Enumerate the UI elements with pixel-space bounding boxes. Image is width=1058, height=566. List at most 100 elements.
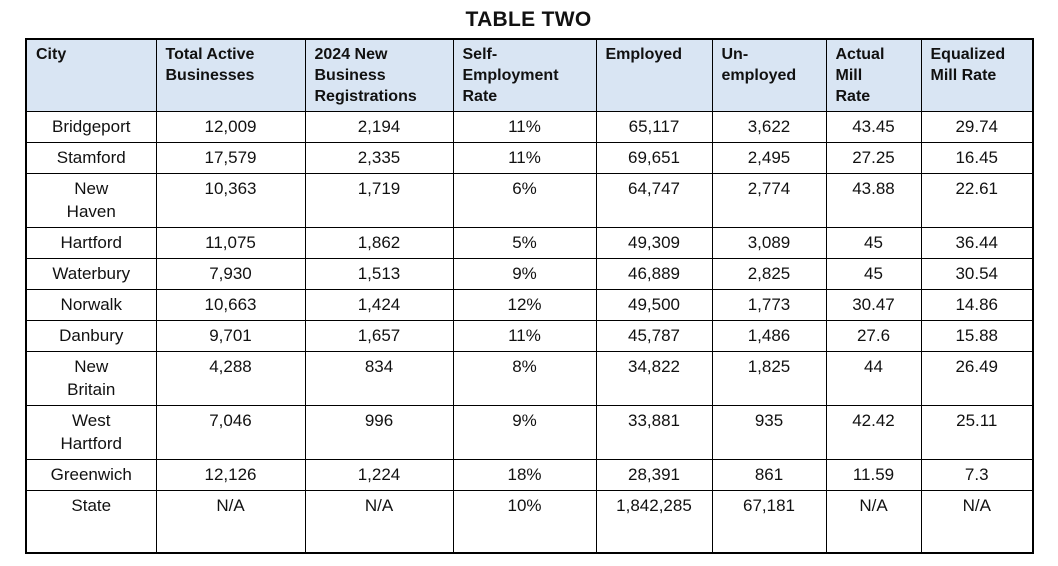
table-header: City Total Active Businesses 2024 New Busi… [25, 38, 1034, 112]
data-cell-un-employed: 2,495 [711, 142, 827, 174]
city-cell: Hartford [25, 227, 157, 259]
column-header-city: City [25, 38, 157, 112]
table-row-new-britain: New Britain 4,288 834 8% 34,822 1,825 44 26.49 [25, 351, 1034, 406]
city-cell: Waterbury [25, 258, 157, 290]
data-cell-total-active-businesses: 9,701 [155, 320, 306, 352]
data-cell-employed: 65,117 [595, 111, 713, 143]
data-cell-actual-mill-rate: 30.47 [825, 289, 922, 321]
column-header-self-employment-rate: Self- Employment Rate [452, 38, 597, 112]
data-cell-self-employment-rate: 11% [452, 142, 597, 174]
data-cell-equalized-mill-rate: 25.11 [920, 405, 1034, 460]
data-cell-employed: 46,889 [595, 258, 713, 290]
data-cell-un-employed: 935 [711, 405, 827, 460]
table-title: TABLE TWO [465, 8, 592, 31]
data-cell-2024-new-business-registrations: 2,335 [304, 142, 454, 174]
data-cell-employed: 28,391 [595, 459, 713, 491]
data-cell-un-employed: 2,825 [711, 258, 827, 290]
data-cell-actual-mill-rate: 42.42 [825, 405, 922, 460]
data-cell-2024-new-business-registrations: 1,224 [304, 459, 454, 491]
city-cell: Stamford [25, 142, 157, 174]
data-cell-actual-mill-rate: 44 [825, 351, 922, 406]
data-cell-equalized-mill-rate: 7.3 [920, 459, 1034, 491]
data-cell-un-employed: 1,825 [711, 351, 827, 406]
city-cell: New Haven [25, 173, 157, 228]
table-row-bridgeport: Bridgeport 12,009 2,194 11% 65,117 3,622 43.45… [25, 111, 1034, 143]
data-cell-self-employment-rate: 9% [452, 405, 597, 460]
data-cell-total-active-businesses: 7,930 [155, 258, 306, 290]
data-cell-total-active-businesses: 10,363 [155, 173, 306, 228]
data-cell-total-active-businesses: 12,126 [155, 459, 306, 491]
data-cell-actual-mill-rate: 45 [825, 227, 922, 259]
data-cell-self-employment-rate: 12% [452, 289, 597, 321]
city-cell: Norwalk [25, 289, 157, 321]
data-cell-un-employed: 861 [711, 459, 827, 491]
data-cell-2024-new-business-registrations: 1,719 [304, 173, 454, 228]
data-cell-un-employed: 1,486 [711, 320, 827, 352]
column-header-equalized-mill-rate: Equalized Mill Rate [920, 38, 1034, 112]
data-cell-employed: 49,500 [595, 289, 713, 321]
column-header-un-employed: Un- employed [711, 38, 827, 112]
data-cell-employed: 33,881 [595, 405, 713, 460]
data-cell-2024-new-business-registrations: N/A [304, 490, 454, 553]
data-cell-actual-mill-rate: 43.45 [825, 111, 922, 143]
data-cell-total-active-businesses: 17,579 [155, 142, 306, 174]
table-row-greenwich: Greenwich 12,126 1,224 18% 28,391 861 11.59 7.3 [25, 459, 1034, 491]
table-row-norwalk: Norwalk 10,663 1,424 12% 49,500 1,773 30.47 14.… [25, 289, 1034, 321]
data-cell-equalized-mill-rate: 29.74 [920, 111, 1034, 143]
data-cell-actual-mill-rate: 45 [825, 258, 922, 290]
data-cell-actual-mill-rate: 27.6 [825, 320, 922, 352]
column-header-total-active-businesses: Total Active Businesses [155, 38, 306, 112]
data-cell-equalized-mill-rate: 22.61 [920, 173, 1034, 228]
data-cell-2024-new-business-registrations: 1,657 [304, 320, 454, 352]
data-cell-total-active-businesses: 10,663 [155, 289, 306, 321]
data-cell-self-employment-rate: 5% [452, 227, 597, 259]
data-cell-actual-mill-rate: 27.25 [825, 142, 922, 174]
data-cell-employed: 49,309 [595, 227, 713, 259]
data-cell-total-active-businesses: 7,046 [155, 405, 306, 460]
city-cell: Bridgeport [25, 111, 157, 143]
data-cell-self-employment-rate: 11% [452, 320, 597, 352]
data-cell-employed: 34,822 [595, 351, 713, 406]
data-cell-employed: 1,842,285 [595, 490, 713, 553]
table-row-hartford: Hartford 11,075 1,862 5% 49,309 3,089 45 36.44 [25, 227, 1034, 259]
table-row-west-hartford: West Hartford 7,046 996 9% 33,881 935 42.42 25.… [25, 405, 1034, 460]
data-cell-2024-new-business-registrations: 1,513 [304, 258, 454, 290]
table-body: Bridgeport 12,009 2,194 11% 65,117 3,622 43.45… [25, 111, 1034, 553]
data-cell-self-employment-rate: 6% [452, 173, 597, 228]
data-cell-employed: 45,787 [595, 320, 713, 352]
data-cell-un-employed: 3,089 [711, 227, 827, 259]
data-cell-actual-mill-rate: 43.88 [825, 173, 922, 228]
data-cell-total-active-businesses: 4,288 [155, 351, 306, 406]
data-cell-un-employed: 67,181 [711, 490, 827, 553]
table-row-danbury: Danbury 9,701 1,657 11% 45,787 1,486 27.6 15.88 [25, 320, 1034, 352]
city-cell: State [25, 490, 157, 553]
data-table: City Total Active Businesses 2024 New Busi… [25, 38, 1034, 554]
data-cell-2024-new-business-registrations: 834 [304, 351, 454, 406]
data-cell-equalized-mill-rate: 30.54 [920, 258, 1034, 290]
data-cell-employed: 69,651 [595, 142, 713, 174]
city-cell: West Hartford [25, 405, 157, 460]
data-cell-total-active-businesses: 11,075 [155, 227, 306, 259]
data-cell-2024-new-business-registrations: 1,424 [304, 289, 454, 321]
column-header-2024-new-business-registrations: 2024 New Business Registrations [304, 38, 454, 112]
data-cell-actual-mill-rate: 11.59 [825, 459, 922, 491]
city-cell: Danbury [25, 320, 157, 352]
data-cell-un-employed: 1,773 [711, 289, 827, 321]
data-cell-un-employed: 3,622 [711, 111, 827, 143]
table-row-stamford: Stamford 17,579 2,335 11% 69,651 2,495 27.25 16… [25, 142, 1034, 174]
data-cell-equalized-mill-rate: N/A [920, 490, 1034, 553]
table-row-waterbury: Waterbury 7,930 1,513 9% 46,889 2,825 45 30.54 [25, 258, 1034, 290]
header-row: City Total Active Businesses 2024 New Busi… [25, 38, 1034, 112]
data-cell-equalized-mill-rate: 14.86 [920, 289, 1034, 321]
data-cell-total-active-businesses: N/A [155, 490, 306, 553]
city-cell: Greenwich [25, 459, 157, 491]
column-header-actual-mill-rate: Actual Mill Rate [825, 38, 922, 112]
data-cell-2024-new-business-registrations: 1,862 [304, 227, 454, 259]
data-cell-self-employment-rate: 9% [452, 258, 597, 290]
data-cell-2024-new-business-registrations: 2,194 [304, 111, 454, 143]
city-cell: New Britain [25, 351, 157, 406]
data-cell-un-employed: 2,774 [711, 173, 827, 228]
data-cell-actual-mill-rate: N/A [825, 490, 922, 553]
data-cell-employed: 64,747 [595, 173, 713, 228]
